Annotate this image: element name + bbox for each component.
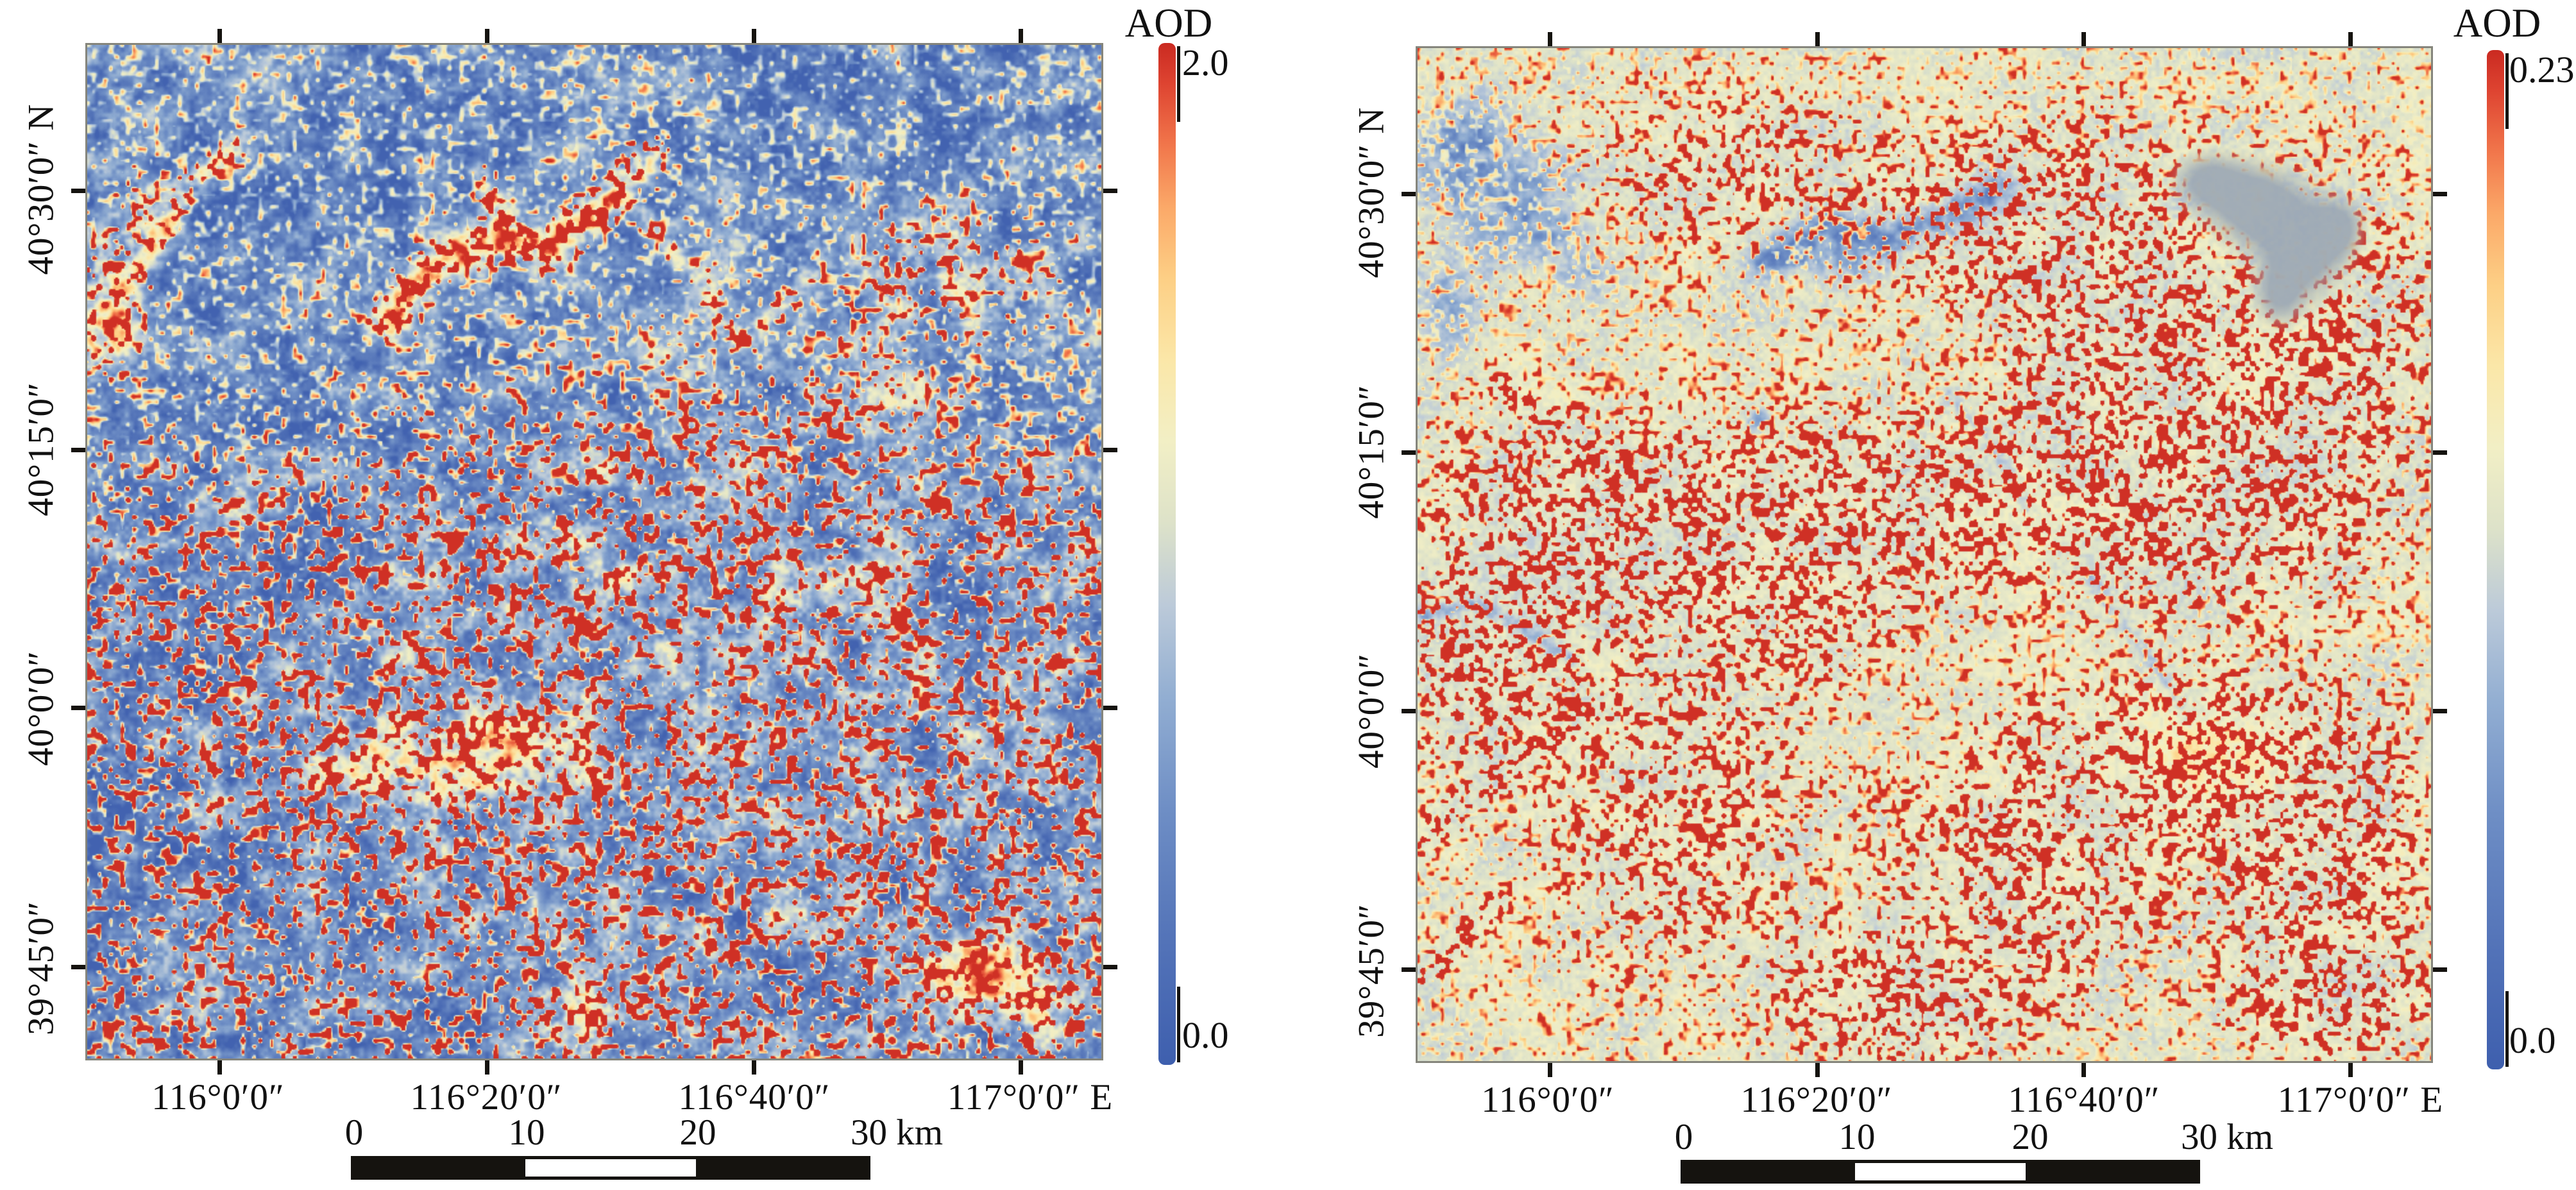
lat-tick-label: 39°45′0″	[1351, 903, 1392, 1038]
axis-tick	[2433, 967, 2447, 972]
axis-tick	[1548, 32, 1553, 46]
axis-tick	[2433, 708, 2447, 713]
axis-tick	[1019, 29, 1024, 43]
axis-tick	[1815, 32, 1820, 46]
scalebar-label-0: 0	[344, 1112, 364, 1153]
colorbar-min-label: 0.0	[1182, 1014, 1229, 1056]
scalebar-label-30: 30 km	[850, 1112, 944, 1153]
scalebar-segment-black	[354, 1159, 525, 1177]
axis-tick	[2081, 32, 2087, 46]
colorbar-max-tick	[2505, 53, 2509, 129]
axis-tick	[71, 189, 85, 194]
axis-tick	[1103, 189, 1117, 194]
axis-tick	[71, 447, 85, 452]
colorbar-min-tick	[2505, 991, 2509, 1067]
axis-tick	[1019, 1060, 1024, 1075]
colorbar-title: AOD	[2453, 1, 2541, 46]
scalebar-segment-black	[696, 1159, 868, 1177]
aod-map-right	[1402, 32, 2447, 1077]
colorbar	[2487, 50, 2504, 1069]
axis-tick	[1402, 708, 1416, 713]
scalebar-segment-black	[1684, 1163, 1855, 1180]
lon-tick-label: 116°0′0″	[1481, 1080, 1614, 1120]
scalebar-label-10: 10	[1838, 1117, 1876, 1157]
axis-tick	[1402, 967, 1416, 972]
axis-tick	[1548, 1063, 1553, 1077]
axis-tick	[751, 1060, 756, 1075]
lat-tick-label: 40°0′0″	[21, 650, 62, 767]
aod-map-canvas-left	[87, 45, 1101, 1058]
axis-tick	[1103, 706, 1117, 711]
colorbar-max-label: 2.0	[1182, 42, 1229, 83]
axis-tick	[2348, 32, 2353, 46]
lat-tick-label: 40°0′0″	[1351, 652, 1392, 769]
axis-tick	[217, 1060, 223, 1075]
axis-tick	[2081, 1063, 2087, 1077]
axis-tick	[1103, 447, 1117, 452]
axis-tick	[751, 29, 756, 43]
scalebar-label-20: 20	[679, 1112, 716, 1153]
scalebar-segment-white	[1854, 1163, 2026, 1180]
lat-tick-label: 40°15′0″	[21, 382, 62, 516]
scale-bar	[1681, 1160, 2200, 1184]
axis-tick	[217, 29, 223, 43]
scalebar-label-30: 30 km	[2180, 1117, 2274, 1157]
scalebar-label-10: 10	[508, 1112, 545, 1153]
lat-tick-label: 40°30′0″ N	[21, 103, 62, 275]
lat-tick-label: 40°30′0″ N	[1351, 106, 1392, 278]
axis-tick	[1402, 450, 1416, 455]
lon-tick-label: 116°40′0″	[678, 1077, 831, 1118]
scale-bar	[351, 1156, 870, 1180]
lon-tick-label: 116°20′0″	[1740, 1080, 1893, 1120]
axis-tick	[2433, 192, 2447, 197]
lon-tick-label: 117°0′0″ E	[947, 1077, 1114, 1118]
lat-tick-label: 40°15′0″	[1351, 384, 1392, 519]
axis-tick	[1402, 192, 1416, 197]
axis-tick	[71, 964, 85, 969]
colorbar	[1158, 43, 1176, 1065]
aod-map-left	[71, 29, 1117, 1075]
axis-tick	[1815, 1063, 1820, 1077]
lon-tick-label: 116°40′0″	[2008, 1080, 2160, 1120]
axis-tick	[484, 1060, 489, 1075]
colorbar-min-label: 0.0	[2509, 1019, 2556, 1061]
axis-tick	[484, 29, 489, 43]
colorbar-min-tick	[1177, 987, 1180, 1062]
scalebar-label-20: 20	[2012, 1117, 2049, 1157]
axis-tick	[1103, 964, 1117, 969]
lon-tick-label: 117°0′0″ E	[2277, 1080, 2444, 1120]
scalebar-segment-white	[525, 1159, 697, 1177]
axis-tick	[2348, 1063, 2353, 1077]
scalebar-segment-black	[2026, 1163, 2198, 1180]
colorbar-max-tick	[1177, 46, 1180, 122]
colorbar-max-label: 0.23	[2509, 49, 2575, 90]
lon-tick-label: 116°0′0″	[151, 1077, 285, 1118]
aod-map-canvas-right	[1418, 48, 2431, 1061]
lat-tick-label: 39°45′0″	[21, 901, 62, 1035]
axis-tick	[2433, 450, 2447, 455]
lon-tick-label: 116°20′0″	[410, 1077, 563, 1118]
axis-tick	[71, 706, 85, 711]
scalebar-label-0: 0	[1674, 1117, 1693, 1157]
colorbar-title: AOD	[1124, 1, 1213, 46]
